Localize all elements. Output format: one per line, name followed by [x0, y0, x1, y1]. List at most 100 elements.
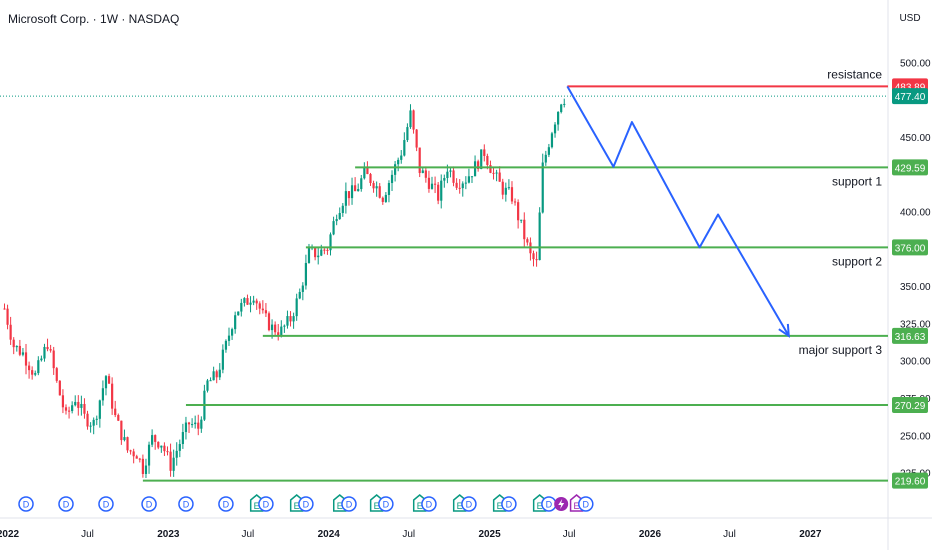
candle-body [64, 407, 68, 411]
dividend-icon [178, 496, 194, 512]
candle-body [98, 400, 101, 419]
candle-body [46, 346, 49, 350]
candle-body [390, 174, 394, 184]
candle-body [347, 191, 351, 199]
candle-body [264, 310, 268, 314]
candle-body [317, 255, 320, 258]
currency-button[interactable]: USD [892, 8, 928, 30]
price-badge [892, 397, 928, 414]
dividend-icon-label: D [506, 500, 513, 510]
candle-body [230, 329, 234, 336]
candle-body [375, 186, 378, 189]
candle-body [277, 332, 280, 335]
candle-body [209, 380, 212, 382]
candle-body [563, 103, 566, 105]
candle-body [197, 422, 200, 429]
candle-body [240, 302, 243, 312]
candle-body [151, 435, 154, 445]
earnings-icon-label: E [337, 501, 343, 511]
candle-body [406, 127, 409, 141]
dividend-icon [341, 496, 357, 512]
candle-body [286, 316, 289, 326]
candle-body [141, 458, 144, 474]
price-badge-text: 219.60 [895, 477, 926, 488]
candle-body [323, 249, 326, 251]
dividend-icon [141, 496, 157, 512]
y-tick-label: 300.00 [900, 357, 931, 368]
price-badge-text: 270.29 [895, 401, 926, 412]
dividend-icon-label: D [263, 500, 270, 510]
candle-body [107, 376, 111, 384]
candle-body [437, 184, 440, 201]
candle-body [227, 335, 231, 341]
candle-body [21, 352, 25, 355]
candle-body [492, 172, 495, 174]
candle-body [234, 315, 237, 330]
candle-body [280, 326, 283, 335]
candle-body [381, 197, 384, 202]
candle-body [467, 176, 471, 183]
candle-body [360, 178, 363, 190]
candle-body [129, 450, 132, 452]
dividend-icon-label: D [183, 500, 190, 510]
candle-body [520, 219, 523, 221]
candle-body [144, 465, 148, 474]
x-tick-label: Jul [242, 529, 255, 540]
candle-body [58, 380, 61, 396]
candle-body [477, 161, 480, 170]
price-badge [892, 239, 928, 256]
dividend-icon-label: D [103, 500, 110, 510]
candle-body [157, 441, 160, 448]
price-badge-text: 429.59 [895, 163, 926, 174]
candle-body [295, 298, 298, 317]
earnings-icon-label: E [254, 501, 260, 511]
candle-body [513, 201, 517, 203]
candle-body [455, 182, 458, 188]
candle-body [510, 187, 514, 202]
candle-body [504, 187, 507, 195]
dividend-icon-label: D [146, 500, 153, 510]
candle-body [114, 408, 117, 416]
dividend-icon [218, 496, 234, 512]
x-tick-label: 2022 [0, 529, 20, 540]
level-annotation: major support 3 [799, 343, 883, 357]
candle-body [6, 308, 9, 325]
candle-body [31, 370, 34, 375]
candle-body [433, 183, 437, 185]
dividend-icon [501, 496, 517, 512]
y-tick-label: 400.00 [900, 208, 931, 219]
candle-body [194, 422, 197, 425]
candle-body [409, 110, 412, 128]
x-tick-label: Jul [81, 529, 94, 540]
earnings-icon-label: E [457, 501, 463, 511]
candle-body [67, 410, 71, 412]
dividend-icon-label: D [466, 500, 473, 510]
earnings-icon-label: E [574, 501, 580, 511]
candle-body [261, 308, 264, 311]
candle-body [215, 371, 218, 378]
candle-body [335, 219, 338, 222]
candle-body [320, 249, 323, 256]
candle-body [446, 171, 449, 179]
candle-body [212, 371, 215, 381]
candle-body [258, 303, 261, 309]
level-annotation: support 1 [832, 174, 882, 188]
candle-body [61, 395, 65, 408]
dividend-icon-label: D [63, 500, 70, 510]
candle-body [181, 432, 184, 445]
candle-body [289, 316, 292, 322]
candle-body [249, 302, 252, 305]
candle-body [34, 373, 37, 375]
candle-body [9, 324, 12, 340]
candle-body [501, 181, 504, 195]
candle-body [135, 456, 138, 459]
candle-body [480, 149, 483, 170]
dividend-icon [298, 496, 314, 512]
y-tick-label: 350.00 [900, 282, 931, 293]
candle-body [384, 194, 387, 202]
dividend-icon [421, 496, 437, 512]
candle-body [147, 444, 151, 466]
dividend-icon [18, 496, 34, 512]
